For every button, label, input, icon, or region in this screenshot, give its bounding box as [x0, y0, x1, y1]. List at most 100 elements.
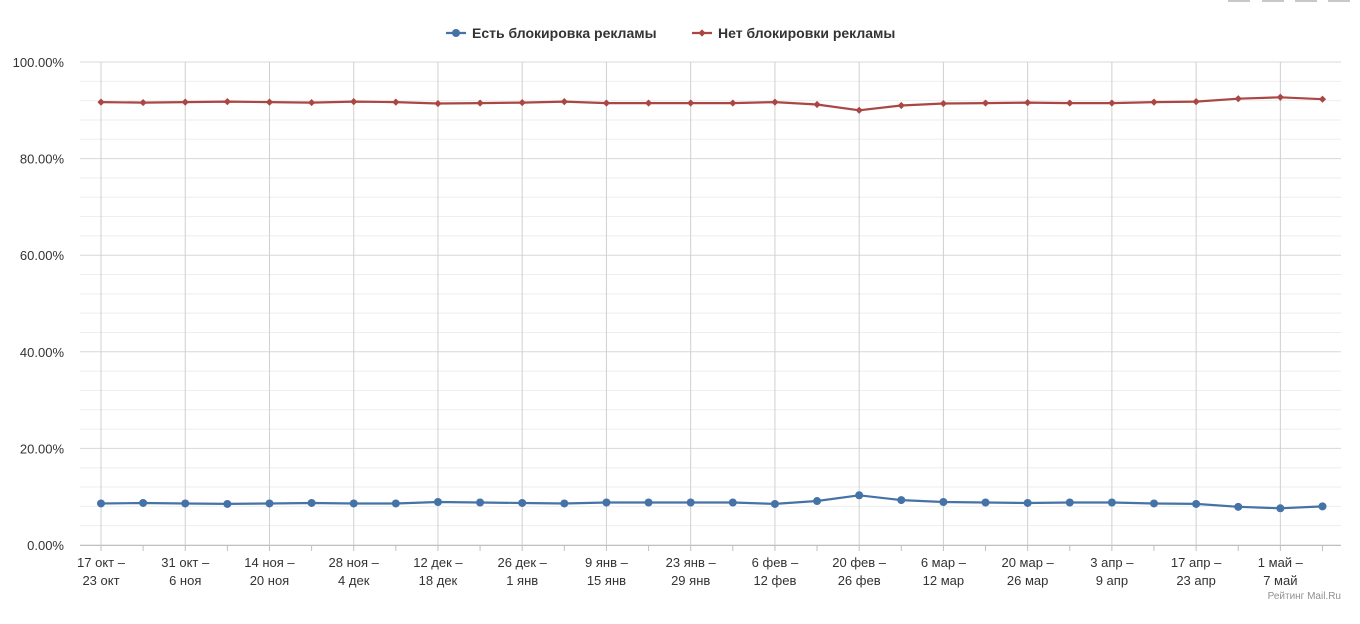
toolbar-button-1[interactable]	[1228, 0, 1250, 2]
y-tick-label: 60.00%	[20, 248, 65, 263]
series-2-point	[265, 98, 274, 106]
x-tick-label-line-2: 4 дек	[338, 573, 370, 588]
series-2-point	[392, 98, 400, 106]
x-tick-label: 17 апр – 23 апр	[1171, 555, 1222, 588]
series-2-point	[729, 99, 737, 107]
series-line-1	[100, 494, 1323, 510]
series-2-point	[1192, 98, 1200, 106]
series-1-point	[1234, 502, 1243, 511]
series-1-point	[181, 499, 190, 508]
series-2-point	[181, 98, 189, 106]
series-1-point	[897, 496, 906, 505]
series-1-point	[476, 498, 485, 507]
x-tick-label-line-2: 12 фев	[753, 573, 796, 588]
x-tick-label-line-1: 6 мар –	[921, 555, 967, 570]
series-1-point	[686, 498, 695, 507]
toolbar-button-3[interactable]	[1295, 0, 1317, 2]
x-tick-label-line-2: 23 апр	[1176, 573, 1216, 588]
x-tick-label-line-1: 9 янв –	[585, 555, 629, 570]
x-tick-label-line-2: 1 янв	[506, 573, 538, 588]
series-1-point	[349, 499, 358, 508]
x-tick-label-line-1: 3 апр –	[1090, 555, 1134, 570]
series-2-point	[813, 100, 821, 109]
x-tick-label-line-2: 12 мар	[923, 573, 964, 588]
y-tick-label: 80.00%	[20, 152, 65, 167]
series-1-point	[97, 499, 105, 508]
x-tick-label: 6 мар – 12 мар	[921, 555, 967, 588]
legend-label[interactable]: Нет блокировки рекламы	[718, 25, 895, 41]
series-line-2	[100, 96, 1323, 112]
series-2-point	[97, 98, 105, 106]
series-1-point	[307, 498, 316, 507]
x-tick-label: 1 май – 7 май	[1258, 555, 1304, 588]
series-1-point	[855, 491, 864, 500]
x-tick-label-line-1: 6 фев –	[752, 555, 799, 570]
series-2-point	[1150, 98, 1158, 106]
x-tick-label-line-1: 17 апр –	[1171, 555, 1222, 570]
series-2-point	[308, 98, 316, 107]
series-1-point	[139, 498, 148, 507]
x-tick-label-line-1: 31 окт –	[161, 555, 210, 570]
series-1-point	[813, 497, 822, 506]
series-2-point	[434, 99, 442, 108]
series-1-point	[939, 498, 948, 507]
legend-label[interactable]: Есть блокировка рекламы	[472, 25, 657, 41]
series-2-point	[1234, 95, 1242, 103]
series-2-point	[560, 98, 568, 106]
x-tick-label: 23 янв – 29 янв	[666, 555, 717, 588]
x-tick-label: 14 ноя – 20 ноя	[244, 555, 295, 588]
y-tick-label: 0.00%	[27, 538, 64, 553]
series-1-point	[391, 499, 400, 508]
series-2-point	[981, 99, 990, 107]
series-2-point	[939, 99, 947, 108]
x-tick-label-line-2: 26 фев	[838, 573, 881, 588]
x-tick-label-line-1: 20 мар –	[1001, 555, 1054, 570]
series-1-point	[1318, 502, 1327, 511]
toolbar-button-4[interactable]	[1328, 0, 1350, 2]
x-tick-label-line-2: 26 мар	[1007, 573, 1048, 588]
x-tick-label-line-2: 6 ноя	[169, 573, 201, 588]
legend: Есть блокировка рекламы Нет блокировки ре…	[446, 25, 895, 41]
x-tick-label-line-1: 1 май –	[1258, 555, 1304, 570]
x-tick-label-line-2: 20 ноя	[250, 573, 290, 588]
series-2-point	[602, 99, 611, 107]
x-tick-label: 12 дек – 18 дек	[413, 555, 463, 588]
x-tick-label-line-2: 23 окт	[82, 573, 119, 588]
series-1-point	[1150, 499, 1158, 508]
x-tick-label-line-2: 29 янв	[671, 573, 710, 588]
y-axis: 0.00% 20.00% 40.00% 60.00% 80.00% 100.00%	[13, 55, 65, 553]
series-1-point	[1107, 498, 1116, 507]
legend-marker	[452, 29, 460, 37]
x-tick-label-line-1: 20 фев –	[832, 555, 887, 570]
series-1-point	[433, 498, 442, 507]
series-1-point	[560, 499, 569, 508]
series-1-point	[1065, 498, 1074, 507]
x-tick-label: 3 апр – 9 апр	[1090, 555, 1134, 588]
toolbar-button-2[interactable]	[1262, 0, 1284, 2]
series-1-point	[1192, 499, 1201, 508]
series-2-point	[223, 98, 231, 106]
series-2-point	[350, 98, 358, 106]
x-tick-label-line-2: 7 май	[1263, 573, 1297, 588]
series-2-point	[476, 99, 484, 107]
series-1-point	[644, 498, 653, 507]
series-2-point	[1108, 99, 1116, 107]
grid	[80, 61, 1341, 546]
series-1-point	[223, 499, 232, 508]
x-tick-label: 20 фев – 26 фев	[832, 555, 887, 588]
x-tick-label-line-1: 14 ноя –	[244, 555, 295, 570]
series-1-point	[981, 498, 990, 507]
series-1-point	[518, 498, 527, 507]
x-axis: 17 окт – 23 окт 31 окт – 6 ноя 14 ноя – 20 но…	[77, 545, 1341, 588]
series-2-point	[644, 99, 653, 107]
series-2-point	[1318, 95, 1327, 103]
legend-marker	[698, 29, 706, 37]
x-tick-label-line-1: 23 янв –	[666, 555, 717, 570]
x-tick-label-line-1: 17 окт –	[77, 555, 126, 570]
x-tick-label-line-1: 12 дек –	[413, 555, 463, 570]
x-tick-label-line-2: 18 дек	[419, 573, 458, 588]
y-tick-label: 20.00%	[20, 441, 65, 456]
credit-text[interactable]: Рейтинг Mail.Ru	[1268, 591, 1341, 602]
series-2-point	[139, 98, 147, 107]
